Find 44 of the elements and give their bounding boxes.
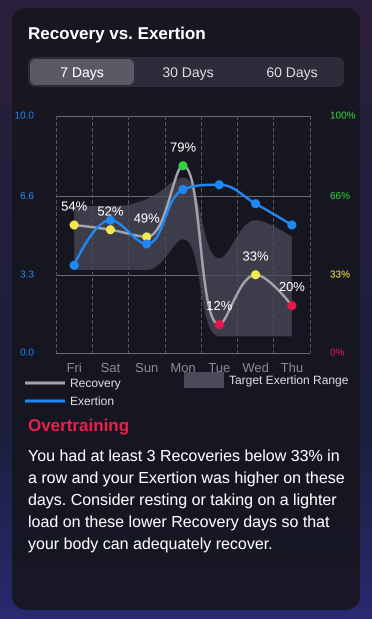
y-tick-label: 6.6 <box>20 191 34 202</box>
y-tick-label: 3.3 <box>20 269 34 280</box>
y-tick-label: 10.0 <box>14 110 34 122</box>
x-tick-label: Wed <box>242 360 269 375</box>
x-tick-label: Sun <box>135 360 158 375</box>
text: Overtraining <box>28 416 130 436</box>
point <box>287 301 296 310</box>
text: 30 Days <box>161 63 215 82</box>
point <box>106 225 115 234</box>
text: You had at least 3 Recoveries below 33% in a row and your Exertion was higher on these days. Consider resting or taking on a lighter load on these lower Recovery days so that your body can adequately recover. <box>28 447 346 555</box>
point <box>214 320 224 330</box>
y2-tick-label: 100% <box>330 110 356 122</box>
chart-title: Recovery vs. Exertion <box>28 24 206 44</box>
legend-label: Exertion <box>70 394 114 408</box>
text: 60 Days <box>265 63 319 82</box>
y2-tick-label: 66% <box>330 191 350 202</box>
point <box>178 184 188 194</box>
x-tick-label: Tue <box>208 360 230 375</box>
y-tick-label: 0.0 <box>20 348 34 358</box>
y2-tick-label: 0% <box>330 348 345 358</box>
x-tick-label: Fri <box>66 360 82 375</box>
data-label: 52% <box>97 203 124 218</box>
point <box>287 220 296 230</box>
data-label: 79% <box>170 139 196 154</box>
point <box>142 239 152 248</box>
text: 7 Days <box>30 59 134 85</box>
point <box>106 216 115 225</box>
data-label: 54% <box>61 198 88 214</box>
y2-tick-label: 33% <box>330 269 350 280</box>
x-tick-label: Thu <box>280 360 304 375</box>
text: Target Exertion Range <box>229 373 348 387</box>
point <box>70 220 79 230</box>
point <box>70 260 79 270</box>
data-label: 12% <box>206 298 233 314</box>
data-label: 33% <box>242 248 270 264</box>
data-label: 20% <box>278 279 306 294</box>
point <box>178 161 188 170</box>
x-tick-label: Mon <box>170 360 196 375</box>
data-label: 49% <box>134 210 160 226</box>
point <box>251 199 260 208</box>
x-tick-label: Sat <box>100 360 121 375</box>
legend-label: Recovery <box>70 376 121 390</box>
point <box>251 270 260 280</box>
point <box>214 180 224 190</box>
